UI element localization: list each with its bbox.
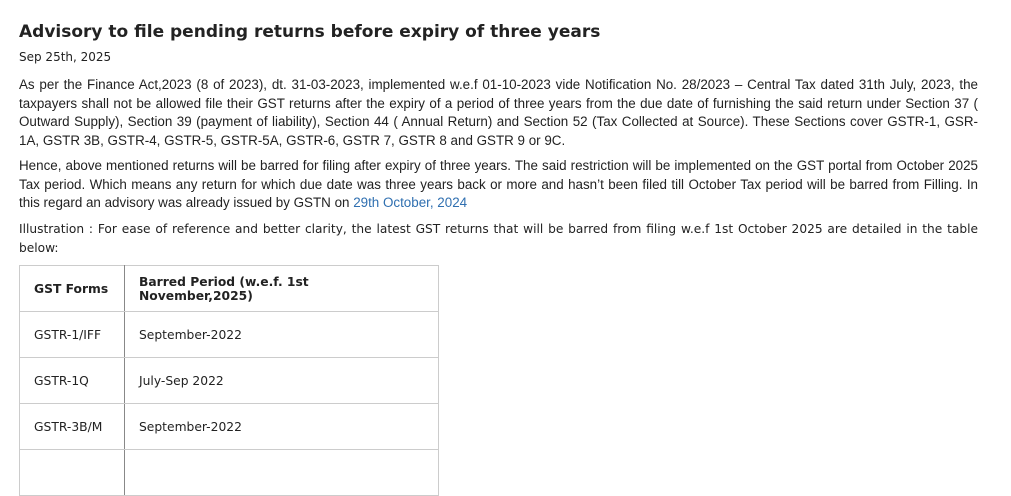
page-title: Advisory to file pending returns before … [19,22,601,42]
cell-form: GSTR-3B/M [19,403,125,450]
paragraph-illustration: Illustration : For ease of reference and… [19,222,978,255]
cell-form [19,449,125,496]
table-header-row: GST Forms Barred Period (w.e.f. 1st Nove… [19,265,439,312]
cell-period: July-Sep 2022 [124,357,439,404]
header-gst-forms: GST Forms [19,265,125,312]
paragraph-restriction: Hence, above mentioned returns will be b… [19,157,978,213]
cell-form: GSTR-1Q [19,357,125,404]
paragraph-finance-act: As per the Finance Act,2023 (8 of 2023),… [19,77,978,148]
table-row: GSTR-1/IFF September-2022 [19,311,439,358]
table-row [19,449,439,496]
cell-form: GSTR-1/IFF [19,311,125,358]
advisory-link[interactable]: 29th October, 2024 [353,195,468,210]
header-barred-period: Barred Period (w.e.f. 1st November,2025) [124,265,439,312]
cell-period: September-2022 [124,403,439,450]
cell-period [124,449,439,496]
cell-period: September-2022 [124,311,439,358]
table-row: GSTR-1Q July-Sep 2022 [19,357,439,404]
paragraph-restriction-text: Hence, above mentioned returns will be b… [19,158,978,210]
table-row: GSTR-3B/M September-2022 [19,403,439,450]
barred-period-table: GST Forms Barred Period (w.e.f. 1st Nove… [19,265,439,496]
publish-date: Sep 25th, 2025 [19,50,112,64]
